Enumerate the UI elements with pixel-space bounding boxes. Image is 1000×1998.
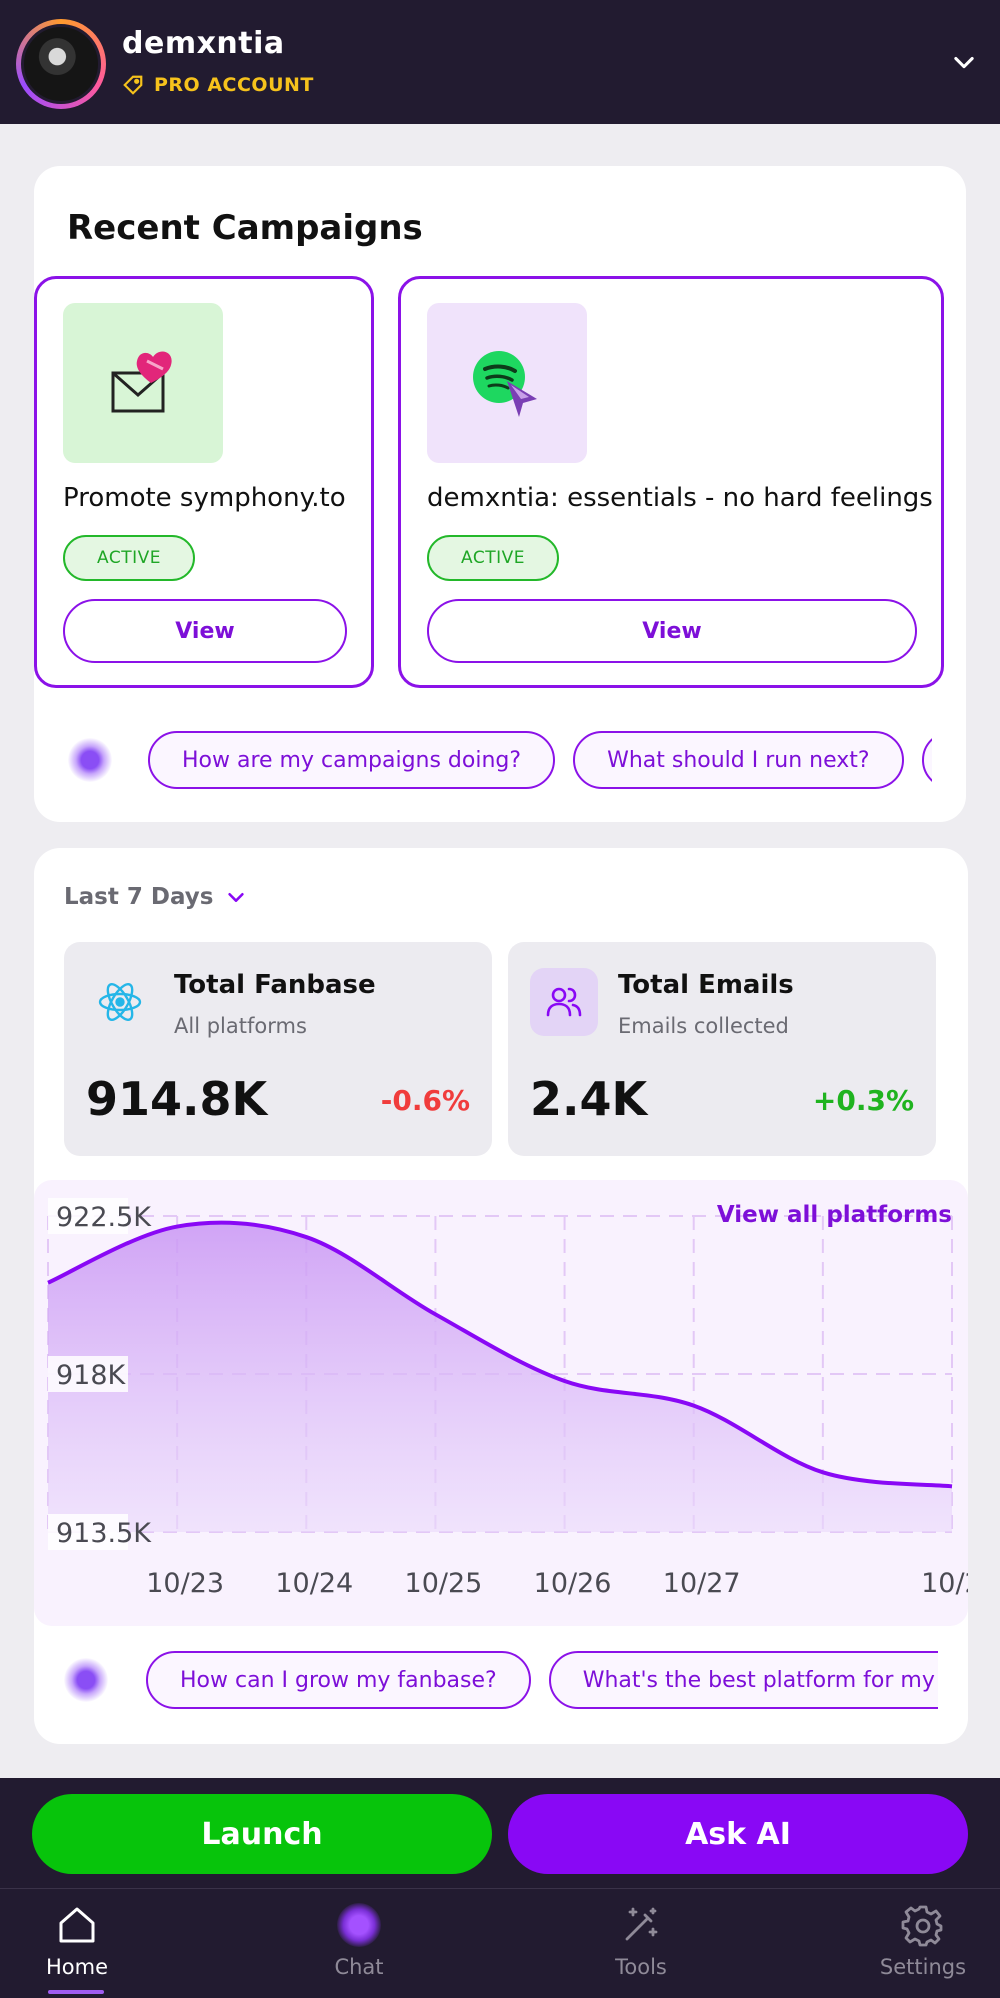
campaign-thumbnail: [63, 303, 223, 463]
home-icon: [59, 1907, 95, 1943]
x-tick-label: 10/26: [534, 1568, 612, 1599]
section-title: Recent Campaigns: [67, 208, 423, 248]
tab-settings[interactable]: Settings: [853, 1903, 993, 1993]
ai-orb-icon: [68, 738, 112, 782]
y-tick-bg: [48, 1198, 128, 1234]
y-tick-label: 918K: [56, 1360, 127, 1391]
tab-label: Settings: [879, 1955, 967, 1979]
view-all-platforms-link[interactable]: View all platforms: [716, 1202, 952, 1228]
active-tab-indicator: [48, 1990, 104, 1994]
tab-home[interactable]: Home: [7, 1903, 147, 1993]
status-badge: ACTIVE: [427, 535, 559, 581]
chevron-down-icon[interactable]: [950, 48, 978, 76]
suggestion-chip[interactable]: How can I grow my fanbase?: [146, 1651, 531, 1709]
campaign-name: Promote symphony.to: [63, 483, 346, 513]
suggestion-row: How can I grow my fanbase? What's the be…: [64, 1650, 938, 1710]
x-tick-label: 10/25: [405, 1568, 483, 1599]
stat-subtitle: Emails collected: [618, 1014, 789, 1038]
x-tick-label: 10/23: [146, 1568, 224, 1599]
stat-title: Total Fanbase: [174, 970, 376, 1000]
x-tick-label: 10/24: [275, 1568, 353, 1599]
campaign-name: demxntia: essentials - no hard feelings: [427, 483, 933, 513]
status-badge: ACTIVE: [63, 535, 195, 581]
y-tick-bg: [48, 1356, 128, 1392]
y-tick-label: 913.5K: [56, 1518, 152, 1549]
stat-value: 2.4K: [530, 1072, 648, 1126]
stat-card-fanbase[interactable]: Total Fanbase All platforms 914.8K -0.6%: [64, 942, 492, 1156]
y-tick-bg: [48, 1514, 128, 1550]
avatar-image: [21, 24, 101, 104]
x-tick-label: 10/29: [921, 1568, 968, 1599]
users-icon: [530, 968, 598, 1036]
fanbase-chart: 922.5K 918K 913.5K 10/23 10/24 10/25 10/26 10/2…: [34, 1180, 968, 1626]
ai-orb-icon: [337, 1903, 381, 1947]
x-tick-label: 10/27: [663, 1568, 741, 1599]
y-tick-label: 922.5K: [56, 1202, 152, 1233]
tab-tools[interactable]: Tools: [571, 1903, 711, 1993]
tab-chat[interactable]: Chat: [289, 1903, 429, 1993]
stat-value: 914.8K: [86, 1072, 268, 1126]
suggestion-chip[interactable]: How are my campaigns doing?: [148, 731, 556, 789]
suggestion-chip[interactable]: What should I run next?: [573, 731, 904, 789]
area-fill: [48, 1222, 952, 1532]
view-campaign-button[interactable]: View: [63, 599, 347, 663]
tab-label: Home: [45, 1955, 108, 1979]
stat-change: -0.6%: [380, 1084, 470, 1117]
campaign-thumbnail: [427, 303, 587, 463]
series-line: [47, 1220, 953, 1489]
campaign-card[interactable]: Promote symphony.to ACTIVE View: [34, 276, 374, 688]
tab-bar: Home Chat Tools Settings: [0, 1888, 1000, 1998]
action-bar: Launch Ask AI: [0, 1778, 1000, 1888]
chevron-down-icon: [228, 892, 245, 902]
campaign-card[interactable]: demxntia: essentials - no hard feelings …: [398, 276, 944, 688]
atom-icon: [86, 968, 154, 1036]
username: demxntia: [122, 26, 285, 61]
date-range-select[interactable]: Last 7 Days: [64, 884, 247, 910]
spotify-pointer-icon: [473, 351, 537, 417]
date-range-label: Last 7 Days: [64, 884, 214, 910]
mail-heart-icon: [111, 351, 172, 413]
ai-orb-icon: [64, 1658, 108, 1702]
tab-label: Chat: [334, 1955, 384, 1979]
recent-campaigns-card: Recent Campaigns Promote symphony.to ACT…: [34, 166, 966, 822]
tag-icon: [123, 75, 143, 95]
avatar[interactable]: [16, 19, 106, 109]
gear-icon: [901, 1905, 943, 1947]
launch-button[interactable]: Launch: [32, 1794, 492, 1874]
app-header: demxntia PRO ACCOUNT: [0, 0, 1000, 124]
pro-account-row: PRO ACCOUNT: [122, 74, 314, 96]
stats-card: Last 7 Days Total Fanbase All platforms …: [34, 848, 968, 1744]
suggestion-row: How are my campaigns doing? What should …: [68, 730, 932, 790]
suggestion-chip[interactable]: What's the best platform for my mu: [548, 1651, 938, 1709]
stat-subtitle: All platforms: [174, 1014, 307, 1038]
view-campaign-button[interactable]: View: [427, 599, 917, 663]
suggestion-chip[interactable]: H: [921, 731, 932, 789]
magic-wand-icon: [625, 1907, 658, 1941]
stat-title: Total Emails: [618, 970, 794, 1000]
account-type: PRO ACCOUNT: [154, 74, 314, 96]
fanbase-chart-svg: 922.5K 918K 913.5K 10/23 10/24 10/25 10/26 10/2…: [47, 1198, 968, 1599]
stat-change: +0.3%: [812, 1084, 914, 1117]
stat-card-emails[interactable]: Total Emails Emails collected 2.4K +0.3%: [508, 942, 936, 1156]
tab-label: Tools: [615, 1955, 667, 1979]
ask-ai-button[interactable]: Ask AI: [508, 1794, 968, 1874]
